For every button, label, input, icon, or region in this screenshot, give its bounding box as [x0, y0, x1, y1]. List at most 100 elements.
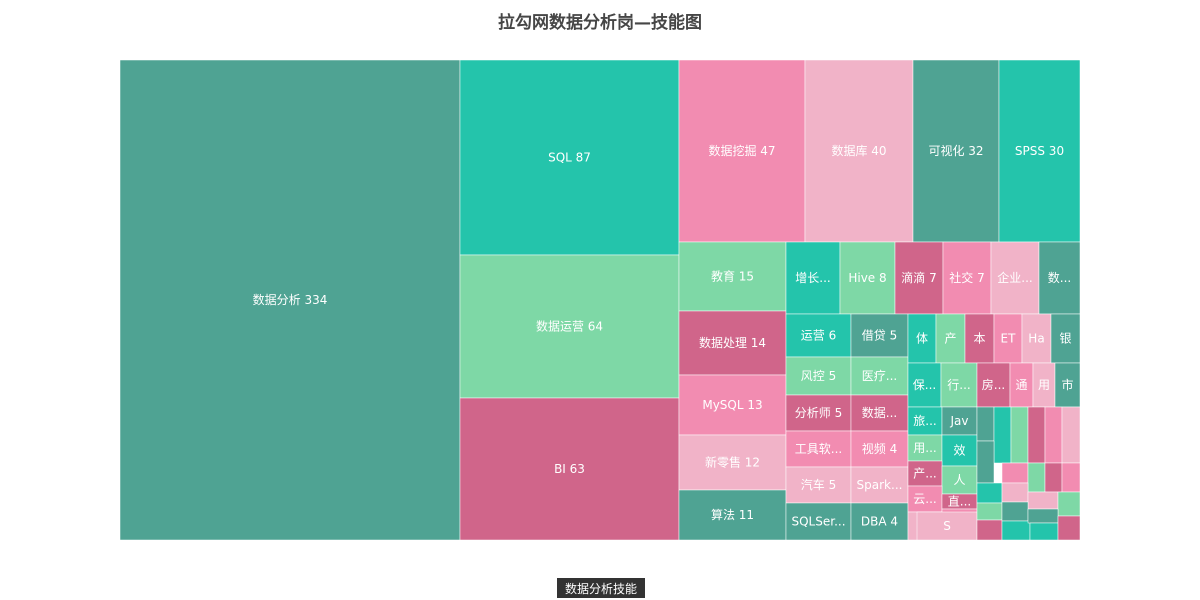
treemap-cell[interactable]: 本: [964, 313, 995, 364]
treemap-cell[interactable]: 可视化 32: [912, 59, 1000, 243]
treemap-cell-rect[interactable]: [1050, 313, 1081, 364]
treemap-cell-rect[interactable]: [976, 406, 995, 442]
treemap-cell[interactable]: 教育 15: [678, 241, 787, 312]
treemap-cell-rect[interactable]: [935, 313, 966, 364]
treemap-cell-rect[interactable]: [678, 241, 787, 312]
treemap-cell[interactable]: SQL 87: [459, 59, 680, 256]
treemap-cell-rect[interactable]: [998, 59, 1081, 243]
treemap-cell-rect[interactable]: [1044, 406, 1063, 464]
treemap-cell[interactable]: 体: [907, 313, 937, 364]
treemap-cell-rect[interactable]: [1021, 313, 1052, 364]
treemap-cell[interactable]: SPSS 30: [998, 59, 1081, 243]
treemap-cell[interactable]: 分析师 5: [785, 394, 852, 432]
treemap-cell-rect[interactable]: [1027, 406, 1046, 464]
treemap-cell[interactable]: [976, 519, 1003, 541]
treemap-cell-rect[interactable]: [912, 59, 1000, 243]
treemap-cell[interactable]: 通: [1009, 362, 1034, 408]
treemap-cell[interactable]: [1057, 515, 1081, 541]
treemap-cell[interactable]: 产: [935, 313, 966, 364]
treemap-cell[interactable]: 人: [941, 465, 978, 495]
treemap-cell[interactable]: [993, 406, 1012, 464]
treemap-cell[interactable]: 运营 6: [785, 313, 852, 358]
treemap-cell-rect[interactable]: [1029, 522, 1059, 541]
treemap-cell[interactable]: [1027, 508, 1059, 524]
treemap-cell[interactable]: 医疗...: [850, 356, 909, 396]
treemap-cell[interactable]: Spark...: [850, 466, 909, 504]
breadcrumb-root[interactable]: 数据分析技能: [556, 577, 647, 599]
treemap-cell-rect[interactable]: [678, 374, 787, 436]
treemap-cell[interactable]: [1044, 462, 1063, 493]
treemap-cell-rect[interactable]: [990, 241, 1040, 315]
treemap-cell-rect[interactable]: [907, 362, 942, 408]
treemap-cell[interactable]: BI 63: [459, 397, 680, 541]
treemap-cell[interactable]: Jav: [941, 406, 978, 436]
treemap-cell-rect[interactable]: [850, 394, 909, 432]
treemap-cell[interactable]: [1027, 462, 1046, 493]
treemap-cell-rect[interactable]: [907, 406, 943, 436]
treemap-cell-rect[interactable]: [1061, 406, 1081, 464]
treemap-cell[interactable]: [1061, 462, 1081, 493]
treemap-cell-rect[interactable]: [839, 241, 896, 315]
treemap-cell[interactable]: 用...: [907, 434, 943, 462]
treemap-cell[interactable]: [1027, 491, 1059, 510]
treemap-cell[interactable]: [1044, 406, 1063, 464]
treemap-cell[interactable]: 数...: [1038, 241, 1081, 315]
treemap-cell-rect[interactable]: [1044, 462, 1063, 493]
treemap-cell-rect[interactable]: [993, 313, 1023, 364]
treemap-cell[interactable]: S: [916, 511, 978, 541]
treemap-cell[interactable]: 效: [941, 434, 978, 467]
treemap-cell[interactable]: [1001, 482, 1029, 503]
treemap-cell[interactable]: 用: [1032, 362, 1056, 408]
treemap-cell[interactable]: Ha: [1021, 313, 1052, 364]
treemap-cell-rect[interactable]: [1061, 462, 1081, 493]
treemap-cell[interactable]: 工具软...: [785, 430, 852, 468]
treemap-cell[interactable]: 产...: [907, 460, 943, 487]
treemap-cell[interactable]: MySQL 13: [678, 374, 787, 436]
treemap-cell-rect[interactable]: [785, 241, 841, 315]
treemap-cell[interactable]: 银: [1050, 313, 1081, 364]
treemap-cell[interactable]: [976, 502, 1003, 521]
treemap-cell-rect[interactable]: [850, 466, 909, 504]
treemap-cell-rect[interactable]: [678, 434, 787, 491]
treemap-cell-rect[interactable]: [1001, 501, 1029, 522]
treemap-cell[interactable]: [1001, 501, 1029, 522]
treemap-cell-rect[interactable]: [1010, 406, 1029, 464]
treemap-cell-rect[interactable]: [976, 519, 1003, 541]
treemap-cell-rect[interactable]: [907, 460, 943, 487]
treemap-cell-rect[interactable]: [850, 430, 909, 468]
treemap-cell-rect[interactable]: [850, 502, 909, 541]
treemap-cell[interactable]: 旅...: [907, 406, 943, 436]
treemap-cell-rect[interactable]: [976, 502, 1003, 521]
treemap-cell-rect[interactable]: [1001, 520, 1031, 541]
treemap-cell-rect[interactable]: [459, 397, 680, 541]
treemap-cell[interactable]: [1001, 462, 1029, 484]
treemap-cell[interactable]: 企业...: [990, 241, 1040, 315]
treemap-cell[interactable]: 市: [1054, 362, 1081, 408]
treemap-cell-rect[interactable]: [1054, 362, 1081, 408]
treemap-cell[interactable]: [976, 406, 995, 442]
treemap-cell[interactable]: 借贷 5: [850, 313, 909, 358]
treemap-cell-rect[interactable]: [976, 440, 995, 484]
treemap-cell-rect[interactable]: [785, 466, 852, 504]
treemap-cell[interactable]: 汽车 5: [785, 466, 852, 504]
treemap-cell-rect[interactable]: [678, 59, 806, 243]
treemap-cell[interactable]: [1027, 406, 1046, 464]
treemap-cell[interactable]: [976, 440, 995, 484]
treemap-cell-rect[interactable]: [1027, 462, 1046, 493]
treemap-cell-rect[interactable]: [1001, 462, 1029, 484]
treemap-cell[interactable]: [1001, 520, 1031, 541]
treemap-cell[interactable]: 数据挖掘 47: [678, 59, 806, 243]
treemap-cell[interactable]: 数据...: [850, 394, 909, 432]
treemap-cell[interactable]: [1029, 522, 1059, 541]
treemap-cell[interactable]: 行...: [940, 362, 978, 408]
treemap-cell-rect[interactable]: [993, 406, 1012, 464]
treemap-cell-rect[interactable]: [785, 356, 852, 396]
treemap-cell-rect[interactable]: [1038, 241, 1081, 315]
treemap-cell[interactable]: 新零售 12: [678, 434, 787, 491]
treemap-cell[interactable]: 增长...: [785, 241, 841, 315]
treemap-cell[interactable]: 视频 4: [850, 430, 909, 468]
treemap-cell-rect[interactable]: [941, 465, 978, 495]
treemap-cell[interactable]: Hive 8: [839, 241, 896, 315]
treemap-cell-rect[interactable]: [459, 254, 680, 399]
treemap-cell-rect[interactable]: [1027, 491, 1059, 510]
